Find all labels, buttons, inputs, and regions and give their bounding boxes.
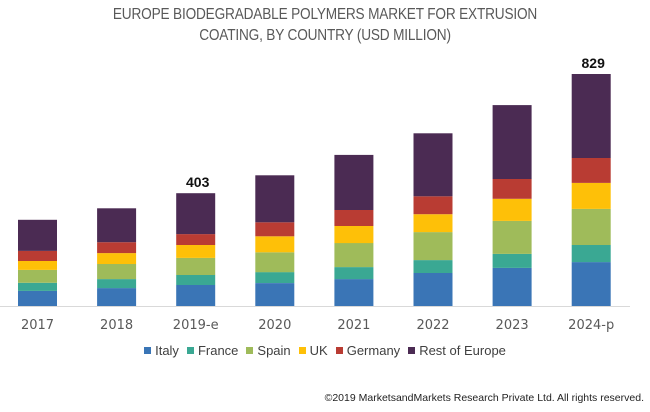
- legend-swatch-spain: [246, 347, 254, 354]
- bar-segment-uk-2023: [492, 198, 532, 221]
- bar-segment-uk-2021: [334, 226, 374, 244]
- legend-item-italy: Italy: [144, 343, 179, 358]
- legend-swatch-italy: [144, 347, 152, 354]
- bar-segment-italy-2024-p: [571, 262, 611, 306]
- bar-segment-rest-of-europe-2023: [492, 105, 532, 179]
- legend: Italy France Spain UK Germany Rest of Europe: [0, 343, 650, 358]
- bar-segment-uk-2019-e: [176, 245, 216, 258]
- total-label-2024-p: 829: [582, 55, 606, 71]
- bar-segment-france-2024-p: [571, 245, 611, 263]
- x-tick-label-2019-e: 2019-e: [173, 318, 219, 333]
- legend-item-germany: Germany: [335, 343, 401, 358]
- chart-title: EUROPE BIODEGRADABLE POLYMERS MARKET FOR…: [39, 4, 611, 46]
- bar-segment-uk-2020: [255, 236, 295, 253]
- legend-swatch-germany: [335, 347, 343, 354]
- bar-segment-germany-2020: [255, 222, 295, 237]
- legend-label-germany: Germany: [346, 343, 401, 358]
- bar-segment-spain-2018: [97, 264, 137, 280]
- bar-segment-uk-2024-p: [571, 182, 611, 209]
- bar-segment-germany-2021: [334, 210, 374, 226]
- chart-title-line-1: EUROPE BIODEGRADABLE POLYMERS MARKET FOR…: [112, 6, 538, 23]
- bar-segment-germany-2022: [413, 196, 453, 215]
- bar-segment-rest-of-europe-2021: [334, 154, 374, 210]
- bar-segment-france-2017: [18, 282, 57, 291]
- legend-swatch-uk: [298, 347, 306, 354]
- bar-segment-rest-of-europe-2018: [97, 208, 137, 243]
- legend-label-spain: Spain: [257, 343, 291, 358]
- bar-segment-rest-of-europe-2022: [413, 133, 453, 197]
- bar-segment-germany-2023: [492, 178, 532, 199]
- bar-segment-germany-2018: [97, 242, 137, 254]
- x-tick-label-2018: 2018: [100, 318, 133, 333]
- chart-title-line-2: COATING, BY COUNTRY (USD MILLION): [199, 27, 451, 44]
- x-tick-label-2021: 2021: [337, 318, 370, 333]
- bar-segment-germany-2017: [18, 250, 57, 261]
- x-tick-label-2017: 2017: [21, 318, 54, 333]
- x-tick-label-2020: 2020: [258, 318, 291, 333]
- bar-segment-italy-2021: [334, 279, 374, 306]
- legend-item-uk: UK: [298, 343, 328, 358]
- bar-segment-spain-2019-e: [176, 257, 216, 275]
- bar-segment-spain-2021: [334, 243, 374, 268]
- bar-segment-italy-2023: [492, 267, 532, 306]
- legend-swatch-france: [186, 347, 194, 354]
- legend-label-uk: UK: [309, 343, 328, 358]
- bar-segment-italy-2020: [255, 283, 295, 306]
- bar-segment-uk-2022: [413, 214, 453, 233]
- x-tick-label-2022: 2022: [416, 318, 449, 333]
- bar-segment-rest-of-europe-2017: [18, 219, 57, 251]
- bar-segment-rest-of-europe-2019-e: [176, 193, 216, 235]
- bars-group: [18, 74, 611, 306]
- x-axis-tick-labels: 2017 2018 2019-e 2020 2021 2022 2023 2024-p: [21, 318, 614, 333]
- x-tick-label-2024-p: 2024-p: [568, 318, 614, 333]
- bar-segment-france-2020: [255, 272, 295, 283]
- bar-segment-rest-of-europe-2024-p: [571, 74, 611, 158]
- bar-segment-spain-2020: [255, 252, 295, 273]
- bar-segment-spain-2017: [18, 269, 57, 283]
- bar-segment-uk-2018: [97, 253, 137, 264]
- bar-segment-france-2019-e: [176, 274, 216, 285]
- bar-segment-france-2022: [413, 260, 453, 273]
- legend-item-rest-of-europe: Rest of Europe: [408, 343, 506, 358]
- bar-segment-spain-2024-p: [571, 208, 611, 245]
- bar-segment-spain-2022: [413, 232, 453, 261]
- bar-segment-germany-2019-e: [176, 234, 216, 245]
- data-labels: 403 829: [186, 55, 605, 190]
- bar-segment-italy-2017: [18, 290, 57, 306]
- x-tick-label-2023: 2023: [496, 318, 529, 333]
- bar-segment-italy-2019-e: [176, 285, 216, 306]
- bar-segment-spain-2023: [492, 220, 532, 254]
- bar-segment-rest-of-europe-2020: [255, 175, 295, 223]
- legend-label-france: France: [197, 343, 239, 358]
- legend-item-spain: Spain: [246, 343, 291, 358]
- copyright-footer: ©2019 MarketsandMarkets Research Private…: [324, 392, 644, 404]
- bar-segment-france-2023: [492, 253, 532, 268]
- legend-label-rest-of-europe: Rest of Europe: [419, 343, 506, 358]
- legend-label-italy: Italy: [155, 343, 179, 358]
- bar-segment-germany-2024-p: [571, 158, 611, 183]
- legend-swatch-rest-of-europe: [408, 347, 416, 354]
- total-label-2019-e: 403: [186, 174, 210, 190]
- bar-segment-italy-2018: [97, 288, 137, 306]
- bar-segment-france-2018: [97, 279, 137, 289]
- legend-item-france: France: [186, 343, 239, 358]
- bar-segment-france-2021: [334, 267, 374, 280]
- bar-segment-uk-2017: [18, 260, 57, 270]
- bar-segment-italy-2022: [413, 273, 453, 306]
